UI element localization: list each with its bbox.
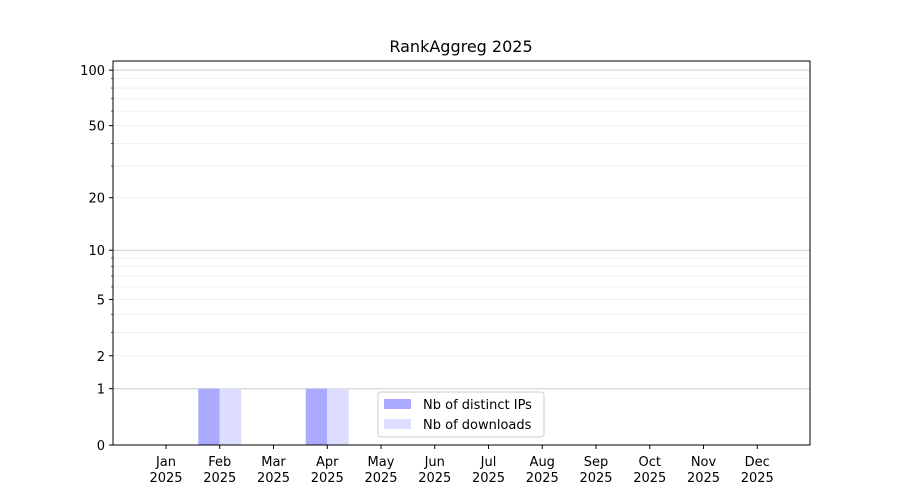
x-tick-label-month: Feb xyxy=(208,455,231,470)
legend-label: Nb of downloads xyxy=(423,418,532,433)
y-tick-label: 0 xyxy=(97,439,105,454)
x-tick-label-month: May xyxy=(368,455,395,470)
legend-swatch xyxy=(384,399,411,409)
x-tick-label-year: 2025 xyxy=(526,471,559,486)
x-tick-label-month: Aug xyxy=(530,455,555,470)
x-tick-label-year: 2025 xyxy=(364,471,397,486)
x-tick-label-year: 2025 xyxy=(579,471,612,486)
x-tick-label-month: Dec xyxy=(745,455,770,470)
legend-label: Nb of distinct IPs xyxy=(423,398,532,413)
x-tick-label-year: 2025 xyxy=(687,471,720,486)
x-tick-label-month: Jun xyxy=(424,455,445,470)
y-tick-label: 1 xyxy=(97,383,105,398)
x-tick-label-year: 2025 xyxy=(741,471,774,486)
x-tick-label-month: Jan xyxy=(155,455,176,470)
x-tick-label-year: 2025 xyxy=(418,471,451,486)
x-tick-label-year: 2025 xyxy=(472,471,505,486)
x-tick-label-month: Jul xyxy=(480,455,497,470)
chart-title: RankAggreg 2025 xyxy=(389,37,532,56)
x-tick-label-month: Sep xyxy=(584,455,609,470)
legend-swatch xyxy=(384,419,411,429)
x-tick-label-month: Apr xyxy=(316,455,339,470)
plot-frame xyxy=(112,60,811,446)
y-tick-label: 5 xyxy=(97,293,105,308)
x-tick-label-year: 2025 xyxy=(149,471,182,486)
x-tick-label-month: Nov xyxy=(691,455,717,470)
y-tick-label: 20 xyxy=(88,192,105,207)
y-tick-label: 2 xyxy=(97,350,105,365)
bar-distinct-ips-feb xyxy=(198,388,220,445)
x-tick-label-month: Oct xyxy=(639,455,661,470)
y-tick-label: 10 xyxy=(88,244,105,259)
bar-downloads-feb xyxy=(219,388,242,445)
x-tick-label-month: Mar xyxy=(261,455,286,470)
x-tick-label-year: 2025 xyxy=(633,471,666,486)
y-tick-label: 50 xyxy=(88,120,105,135)
legend: Nb of distinct IPs Nb of downloads xyxy=(377,391,545,438)
x-tick-label-year: 2025 xyxy=(203,471,236,486)
bar-downloads-apr xyxy=(327,388,349,445)
x-tick-label-year: 2025 xyxy=(311,471,344,486)
bar-distinct-ips-apr xyxy=(305,388,328,445)
x-tick-label-year: 2025 xyxy=(257,471,290,486)
y-tick-label: 100 xyxy=(80,64,105,79)
